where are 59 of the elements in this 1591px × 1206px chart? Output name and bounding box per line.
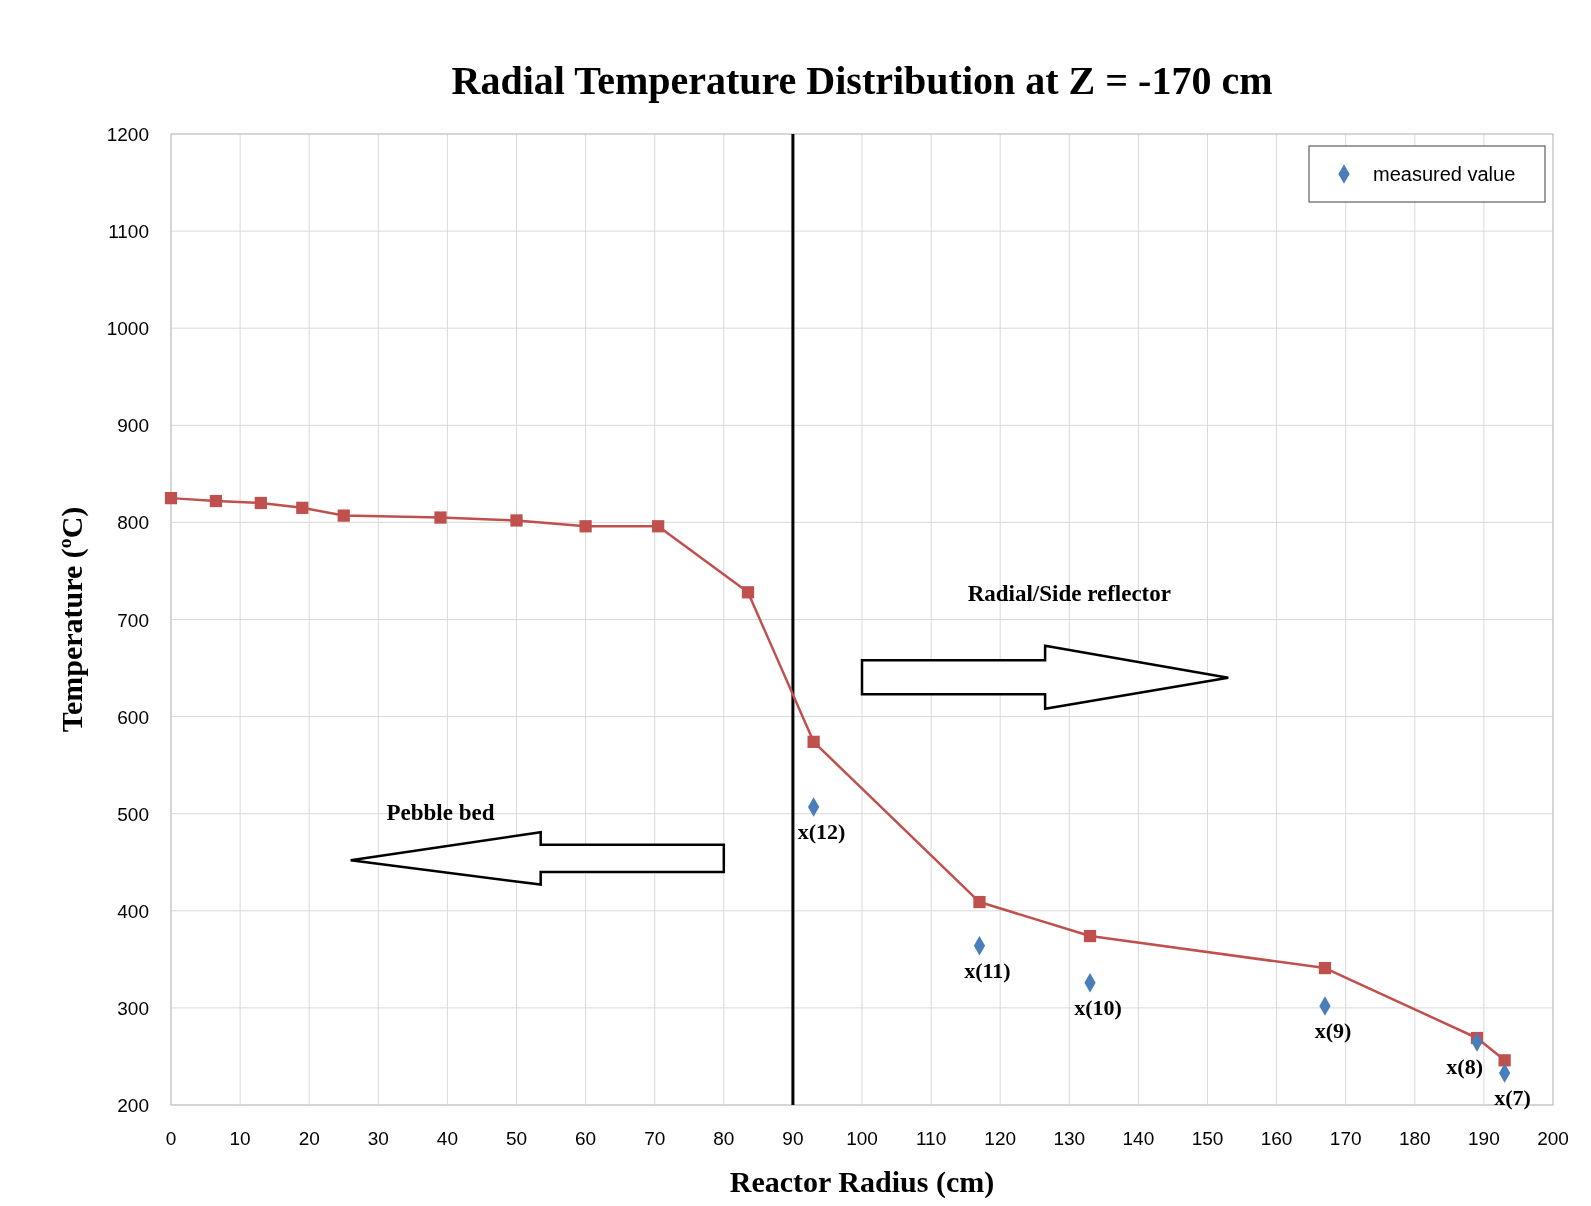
- y-tick-label: 1000: [106, 318, 149, 340]
- x-tick-label: 40: [436, 1128, 458, 1149]
- x-tick-label: 190: [1468, 1128, 1500, 1149]
- point: [652, 520, 665, 533]
- y-tick-label: 300: [117, 997, 149, 1019]
- x-tick-label: 180: [1398, 1128, 1431, 1149]
- point: [209, 494, 223, 508]
- point: [337, 509, 350, 522]
- x-tick-label: 130: [1053, 1128, 1086, 1149]
- point: [1498, 1054, 1511, 1067]
- x-tick-label: 80: [713, 1128, 735, 1149]
- x-tick-label: 70: [644, 1128, 666, 1149]
- annotation: x(9): [1314, 1017, 1352, 1043]
- legend-label: measured value: [1373, 163, 1516, 185]
- annotation: x(12): [797, 818, 846, 844]
- y-tick-label: 900: [117, 415, 149, 437]
- x-tick-label: 170: [1329, 1128, 1362, 1149]
- y-axis-title: Temperature (ºC): [55, 506, 89, 733]
- x-tick-label: 120: [984, 1128, 1017, 1149]
- x-tick-label: 30: [367, 1128, 389, 1149]
- annotation: Radial/Side reflector: [967, 581, 1171, 607]
- point: [164, 492, 178, 505]
- point: [296, 501, 309, 514]
- x-tick-label: 200: [1537, 1128, 1569, 1149]
- point: [434, 511, 447, 524]
- x-tick-label: 160: [1260, 1128, 1293, 1149]
- y-tick-label: 600: [117, 706, 149, 728]
- y-tick-label: 700: [117, 609, 149, 631]
- x-tick-label: 20: [298, 1128, 320, 1149]
- x-tick-label: 110: [915, 1128, 947, 1149]
- annotation: x(8): [1446, 1053, 1483, 1079]
- x-tick-label: 90: [782, 1128, 804, 1149]
- point: [254, 496, 267, 510]
- point: [1083, 929, 1097, 943]
- point: [973, 895, 986, 909]
- point: [741, 586, 755, 599]
- point: [1318, 961, 1332, 975]
- y-tick-label: 200: [117, 1095, 149, 1116]
- x-tick-label: 60: [575, 1128, 597, 1149]
- x-tick-label: 50: [505, 1128, 528, 1149]
- annotation: Pebble bed: [386, 800, 495, 826]
- chart-title: Radial Temperature Distribution at Z = -170 cm: [451, 58, 1273, 103]
- y-tick-label: 1100: [108, 221, 149, 243]
- point: [579, 520, 592, 533]
- x-tick-label: 0: [165, 1128, 177, 1149]
- x-tick-label: 10: [229, 1128, 251, 1149]
- y-tick-label: 500: [117, 803, 149, 825]
- y-tick-label: 400: [117, 900, 149, 922]
- x-tick-label: 140: [1122, 1128, 1155, 1149]
- x-tick-label: 150: [1191, 1128, 1224, 1149]
- annotation: x(7): [1494, 1084, 1531, 1110]
- y-tick-label: 800: [117, 512, 149, 534]
- point: [510, 514, 523, 527]
- y-tick-label: 1200: [106, 124, 149, 145]
- x-axis-title: Reactor Radius (cm): [729, 1165, 995, 1199]
- annotation: x(10): [1074, 994, 1122, 1020]
- annotation: x(11): [964, 957, 1011, 983]
- point: [807, 735, 820, 748]
- x-tick-label: 100: [846, 1128, 878, 1149]
